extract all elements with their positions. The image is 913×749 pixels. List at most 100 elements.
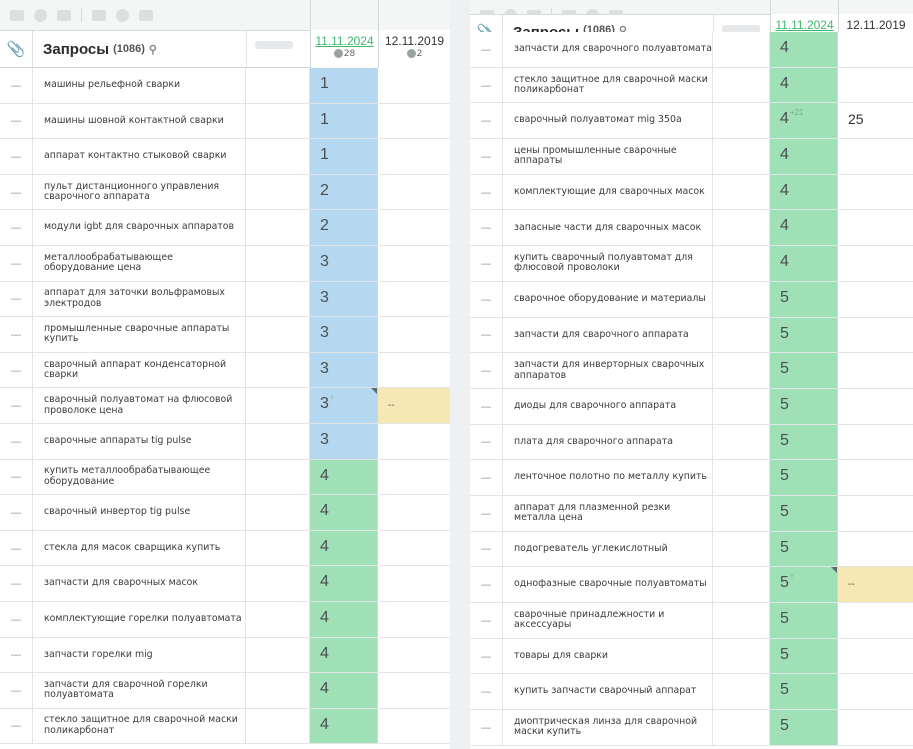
keyword-cell[interactable]: сварочные аппараты tig pulse bbox=[33, 423, 246, 459]
folder-icon[interactable] bbox=[139, 9, 153, 21]
row-menu-icon[interactable]: — bbox=[0, 245, 33, 281]
position-cell[interactable]: 2 bbox=[310, 210, 378, 245]
keyword-cell[interactable]: сварочные принадлежности и аксессуары bbox=[503, 603, 713, 638]
row-menu-icon[interactable]: — bbox=[470, 103, 503, 139]
row-menu-icon[interactable]: — bbox=[470, 67, 503, 103]
position-cell[interactable]: 4 bbox=[770, 246, 838, 281]
previous-position-cell[interactable] bbox=[378, 602, 450, 637]
keyword-cell[interactable]: металлообрабатывающее оборудование цена bbox=[33, 245, 246, 281]
date-current[interactable]: 11.11.2024 bbox=[775, 18, 834, 32]
search-icon[interactable]: ⚲ bbox=[148, 43, 157, 56]
position-cell[interactable]: 5 bbox=[770, 531, 838, 567]
row-menu-icon[interactable]: — bbox=[470, 710, 503, 745]
keyword-cell[interactable]: аппарат для заточки вольфрамовых электро… bbox=[33, 281, 246, 317]
search-icon[interactable]: ⚲ bbox=[618, 25, 627, 37]
paperclip-icon[interactable]: 📎 bbox=[0, 31, 33, 67]
previous-position-cell[interactable] bbox=[838, 389, 913, 424]
previous-position-cell[interactable] bbox=[838, 639, 913, 674]
previous-position-cell[interactable] bbox=[378, 673, 450, 708]
sort-icon[interactable] bbox=[10, 9, 24, 21]
previous-position-cell[interactable] bbox=[378, 566, 450, 601]
row-menu-icon[interactable]: — bbox=[470, 638, 503, 674]
keyword-cell[interactable]: запасные части для сварочных масок bbox=[503, 210, 713, 246]
column-title-queries[interactable]: Запросы (1086) ⚲ bbox=[33, 31, 246, 67]
keyword-cell[interactable]: промышленные сварочные аппараты купить bbox=[33, 317, 246, 352]
row-menu-icon[interactable]: — bbox=[470, 210, 503, 246]
previous-position-cell[interactable] bbox=[838, 246, 913, 281]
previous-position-cell[interactable] bbox=[378, 460, 450, 495]
previous-position-cell[interactable]: 25 bbox=[848, 111, 864, 128]
previous-position-cell[interactable] bbox=[378, 68, 450, 103]
keyword-cell[interactable]: диоды для сварочного аппарата bbox=[503, 388, 713, 424]
position-cell[interactable]: 5 bbox=[770, 638, 838, 674]
position-cell[interactable]: 5 bbox=[770, 317, 838, 353]
keyword-cell[interactable]: пульт дистанционного управления сварочно… bbox=[33, 174, 246, 210]
position-cell[interactable]: 5 bbox=[770, 603, 838, 638]
previous-position-cell[interactable]: -- bbox=[378, 388, 450, 423]
position-cell[interactable]: 1 bbox=[310, 68, 378, 103]
row-menu-icon[interactable]: — bbox=[470, 531, 503, 567]
position-cell[interactable]: 4 bbox=[310, 673, 378, 708]
previous-position-cell[interactable]: -- bbox=[838, 567, 913, 602]
row-menu-icon[interactable]: — bbox=[0, 495, 33, 530]
link-icon[interactable] bbox=[57, 9, 71, 21]
keyword-cell[interactable]: запчасти горелки mig bbox=[33, 637, 246, 673]
position-cell[interactable]: 5↑ bbox=[770, 567, 838, 602]
keyword-cell[interactable]: сварочный аппарат конденсаторной сварки bbox=[33, 352, 246, 388]
position-cell[interactable]: 5 bbox=[770, 281, 838, 317]
row-menu-icon[interactable]: — bbox=[0, 459, 33, 495]
previous-position-cell[interactable] bbox=[378, 139, 450, 174]
row-menu-icon[interactable]: — bbox=[470, 32, 503, 67]
row-menu-icon[interactable]: — bbox=[0, 210, 33, 245]
position-cell[interactable]: 5 bbox=[770, 674, 838, 710]
position-cell[interactable]: 5 bbox=[770, 353, 838, 388]
keyword-cell[interactable]: запчасти для сварочного аппарата bbox=[503, 317, 713, 353]
row-menu-icon[interactable]: — bbox=[0, 139, 33, 174]
position-cell[interactable]: 3 bbox=[310, 317, 378, 352]
position-cell[interactable]: 3↑ bbox=[310, 388, 378, 423]
keyword-cell[interactable]: подогреватель углекислотный bbox=[503, 531, 713, 567]
previous-position-cell[interactable] bbox=[378, 424, 450, 459]
row-menu-icon[interactable]: — bbox=[0, 388, 33, 423]
row-menu-icon[interactable]: — bbox=[0, 708, 33, 744]
row-menu-icon[interactable]: — bbox=[0, 352, 33, 388]
keyword-cell[interactable]: диоптрическая линза для сварочной маски … bbox=[503, 710, 713, 745]
date-previous[interactable]: 12.11.2019 bbox=[846, 18, 906, 32]
previous-position-cell[interactable] bbox=[838, 532, 913, 567]
previous-position-cell[interactable] bbox=[838, 674, 913, 709]
position-cell[interactable]: 4 bbox=[310, 495, 378, 530]
position-cell[interactable]: 3 bbox=[310, 423, 378, 459]
previous-position-cell[interactable] bbox=[378, 175, 450, 210]
position-cell[interactable]: 5 bbox=[770, 460, 838, 495]
keyword-cell[interactable]: сварочный полуавтомат mig 350a bbox=[503, 103, 713, 139]
keyword-cell[interactable]: машины рельефной сварки bbox=[33, 68, 246, 103]
row-menu-icon[interactable]: — bbox=[0, 281, 33, 317]
previous-position-cell[interactable] bbox=[838, 282, 913, 317]
previous-position-cell[interactable] bbox=[378, 531, 450, 566]
keyword-cell[interactable]: запчасти для инверторных сварочных аппар… bbox=[503, 353, 713, 388]
previous-position-cell[interactable] bbox=[838, 68, 913, 103]
row-menu-icon[interactable]: — bbox=[470, 567, 503, 602]
keyword-cell[interactable]: цены промышленные сварочные аппараты bbox=[503, 139, 713, 174]
row-menu-icon[interactable]: — bbox=[470, 424, 503, 460]
position-cell[interactable]: 4 bbox=[310, 566, 378, 601]
position-cell[interactable]: 2 bbox=[310, 174, 378, 210]
keyword-cell[interactable]: сварочное оборудование и материалы bbox=[503, 281, 713, 317]
previous-position-cell[interactable] bbox=[378, 104, 450, 139]
keyword-cell[interactable]: плата для сварочного аппарата bbox=[503, 424, 713, 460]
keyword-cell[interactable]: купить запчасти сварочный аппарат bbox=[503, 674, 713, 710]
row-menu-icon[interactable]: — bbox=[0, 103, 33, 139]
keyword-cell[interactable]: товары для сварки bbox=[503, 638, 713, 674]
previous-position-cell[interactable] bbox=[378, 353, 450, 388]
date-current[interactable]: 11.11.2024 bbox=[315, 34, 374, 48]
row-menu-icon[interactable]: — bbox=[470, 388, 503, 424]
position-cell[interactable]: 3 bbox=[310, 281, 378, 317]
row-menu-icon[interactable]: — bbox=[470, 460, 503, 495]
previous-position-cell[interactable] bbox=[838, 496, 913, 531]
position-cell[interactable]: 4+21 bbox=[770, 103, 838, 139]
position-cell[interactable]: 5 bbox=[770, 388, 838, 424]
position-cell[interactable]: 4 bbox=[770, 67, 838, 103]
previous-position-cell[interactable] bbox=[838, 318, 913, 353]
position-cell[interactable]: 4 bbox=[770, 139, 838, 174]
row-menu-icon[interactable]: — bbox=[470, 317, 503, 353]
